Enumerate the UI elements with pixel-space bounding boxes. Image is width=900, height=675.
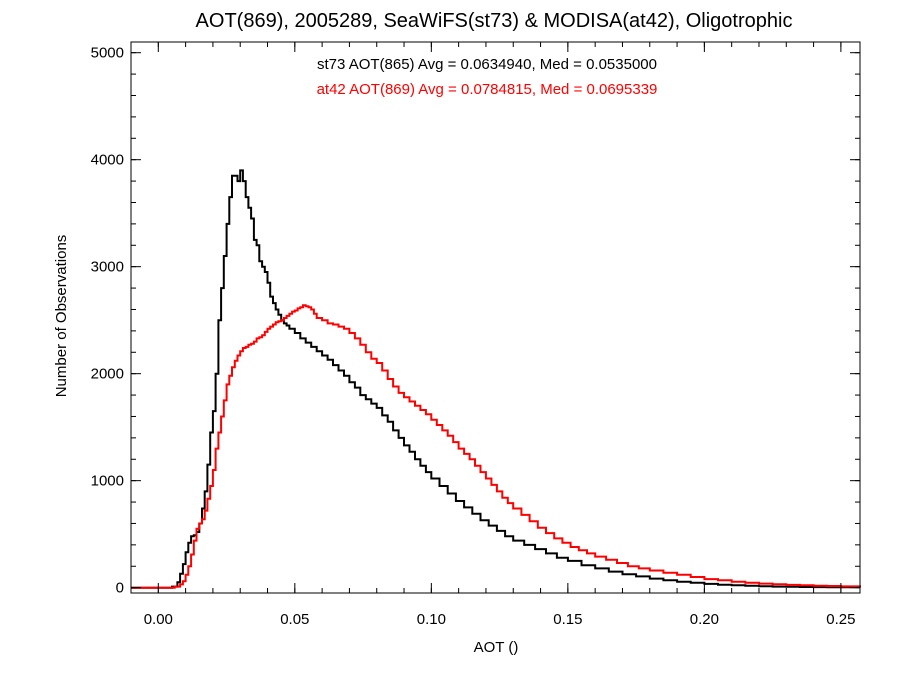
plot-area: 0.00 0.05 0.10 0.15 0.20 0.25 0 1000 2000 3000 400…: [91, 41, 861, 628]
ticks-layer: 0.00 0.05 0.10 0.15 0.20 0.25 0 1000 2000 3000 400…: [91, 42, 860, 628]
x-tick-label: 0.05: [280, 611, 309, 628]
x-tick-label: 0.25: [826, 611, 855, 628]
y-tick-label: 2000: [91, 366, 124, 383]
annotation-at42: at42 AOT(869) Avg = 0.0784815, Med = 0.0…: [317, 81, 658, 98]
x-tick-label: 0.10: [417, 611, 446, 628]
x-tick-label: 0.20: [690, 611, 719, 628]
plot-frame: [130, 41, 861, 594]
y-tick-label: 4000: [91, 152, 124, 169]
x-tick-label: 0.00: [144, 611, 173, 628]
annotation-st73: st73 AOT(865) Avg = 0.0634940, Med = 0.0…: [317, 56, 657, 73]
series-line-2: [131, 304, 861, 589]
series-layer: [131, 169, 861, 589]
x-axis-label: AOT (): [474, 639, 519, 656]
series-line-1: [131, 169, 861, 589]
x-tick-label: 0.15: [553, 611, 582, 628]
y-tick-label: 3000: [91, 259, 124, 276]
chart-title: AOT(869), 2005289, SeaWiFS(st73) & MODIS…: [196, 10, 793, 32]
y-axis-label: Number of Observations: [53, 235, 70, 398]
y-tick-label: 5000: [91, 45, 124, 62]
y-tick-label: 1000: [91, 473, 124, 490]
y-tick-label: 0: [116, 580, 124, 597]
